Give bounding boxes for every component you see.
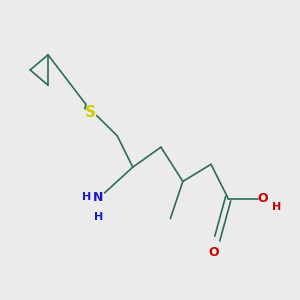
Text: S: S [85, 105, 96, 120]
Text: H: H [82, 192, 91, 203]
Text: H: H [94, 212, 103, 222]
Text: O: O [209, 246, 219, 260]
Text: H: H [272, 202, 281, 212]
Text: O: O [257, 192, 268, 205]
Text: N: N [93, 191, 103, 204]
